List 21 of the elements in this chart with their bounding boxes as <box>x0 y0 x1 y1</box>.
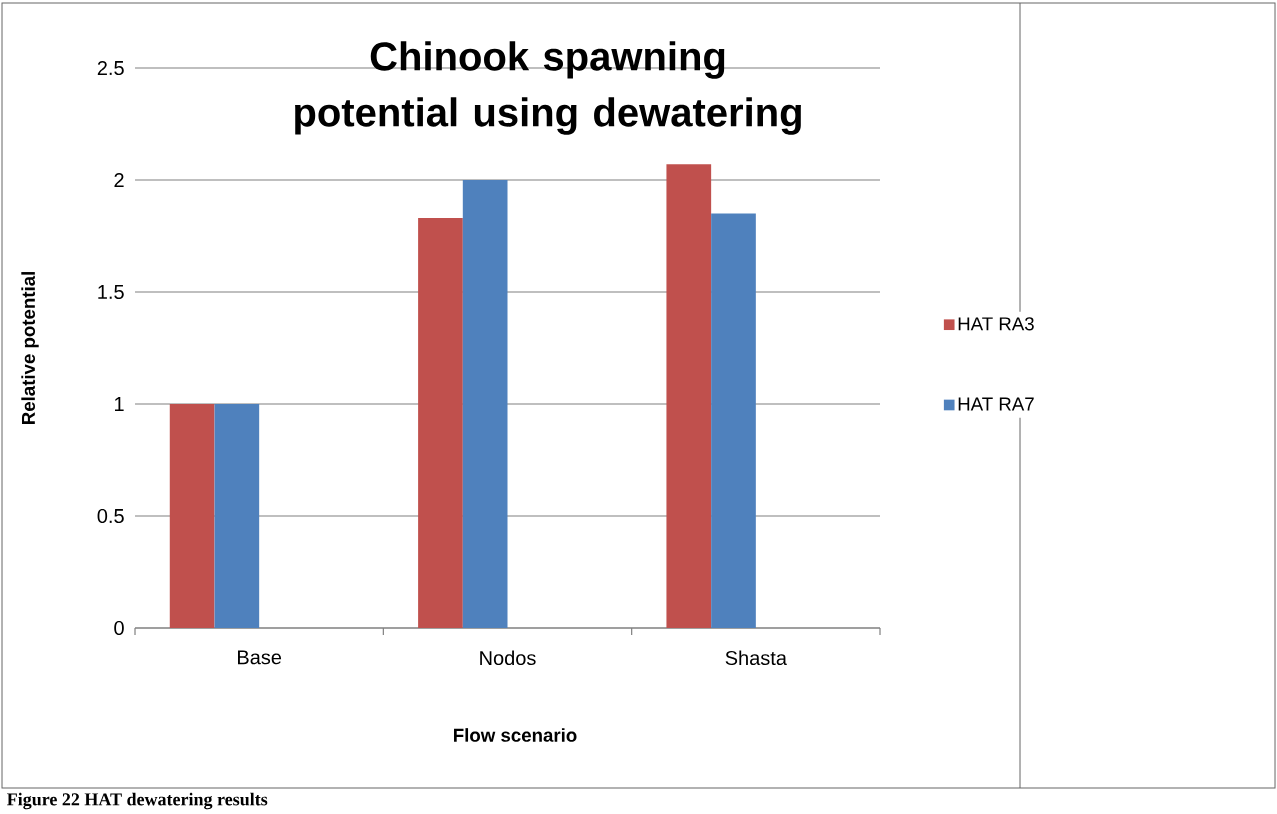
bar <box>169 404 215 629</box>
x-tick-label: Shasta <box>725 650 787 666</box>
chart-title: Chinook spawning potential using dewatering <box>295 41 801 135</box>
bar <box>462 180 508 629</box>
y-tick-label: 0 <box>114 621 124 636</box>
x-tick-label: Nodos <box>480 650 536 666</box>
x-axis-title: Flow scenario <box>454 728 577 743</box>
y-tick-label: 1.5 <box>98 285 124 300</box>
bar <box>666 164 712 629</box>
y-tick-label: 1 <box>115 397 124 412</box>
bar <box>214 404 260 629</box>
y-tick-label: 2 <box>114 173 124 188</box>
y-axis-title: Relative potential <box>21 272 39 425</box>
legend-label: HAT RA7 <box>958 397 1034 411</box>
y-tick-label: 0.5 <box>97 509 124 524</box>
y-tick-label: 2.5 <box>97 61 124 76</box>
bar <box>418 218 463 629</box>
legend-label: HAT RA3 <box>958 317 1034 331</box>
caption: Figure 22 HAT dewatering results <box>7 792 268 810</box>
bar <box>711 213 756 629</box>
x-tick-label: Base <box>238 650 282 665</box>
